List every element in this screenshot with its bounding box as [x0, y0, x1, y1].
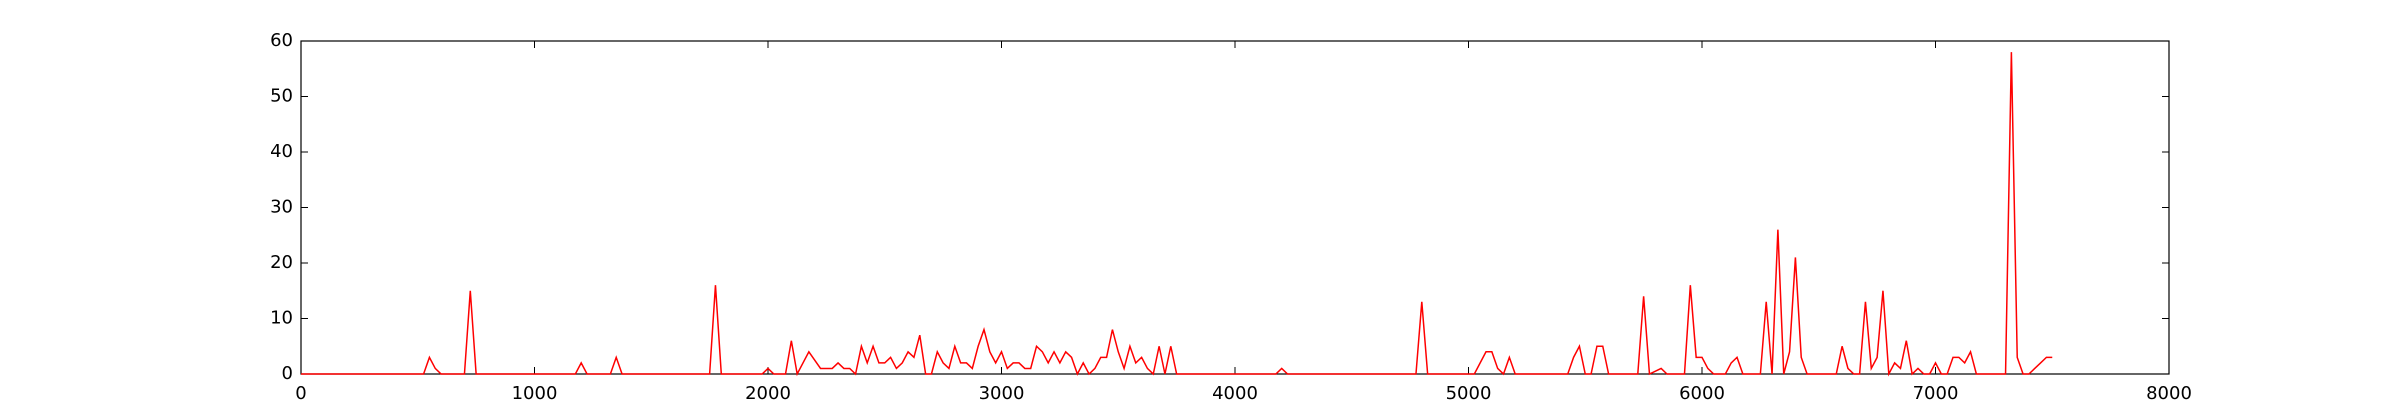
x-tick-label: 3000 [979, 383, 1025, 404]
y-tick-label: 30 [270, 197, 293, 218]
data-line [301, 52, 2053, 377]
x-tick-label: 1000 [512, 383, 558, 404]
y-tick-label: 20 [270, 252, 293, 273]
y-tick-label: 0 [282, 363, 293, 384]
y-tick-label: 10 [270, 308, 293, 329]
x-tick-label: 6000 [1679, 383, 1725, 404]
x-tick-label: 5000 [1446, 383, 1492, 404]
y-tick-label: 40 [270, 141, 293, 162]
y-tick-label: 50 [270, 86, 293, 107]
x-tick-label: 2000 [745, 383, 791, 404]
x-tick-label: 7000 [1913, 383, 1959, 404]
x-tick-label: 4000 [1212, 383, 1258, 404]
y-tick-label: 60 [270, 30, 293, 51]
x-tick-label: 8000 [2146, 383, 2192, 404]
plot-frame [300, 40, 2170, 375]
x-tick-label: 0 [295, 383, 306, 404]
